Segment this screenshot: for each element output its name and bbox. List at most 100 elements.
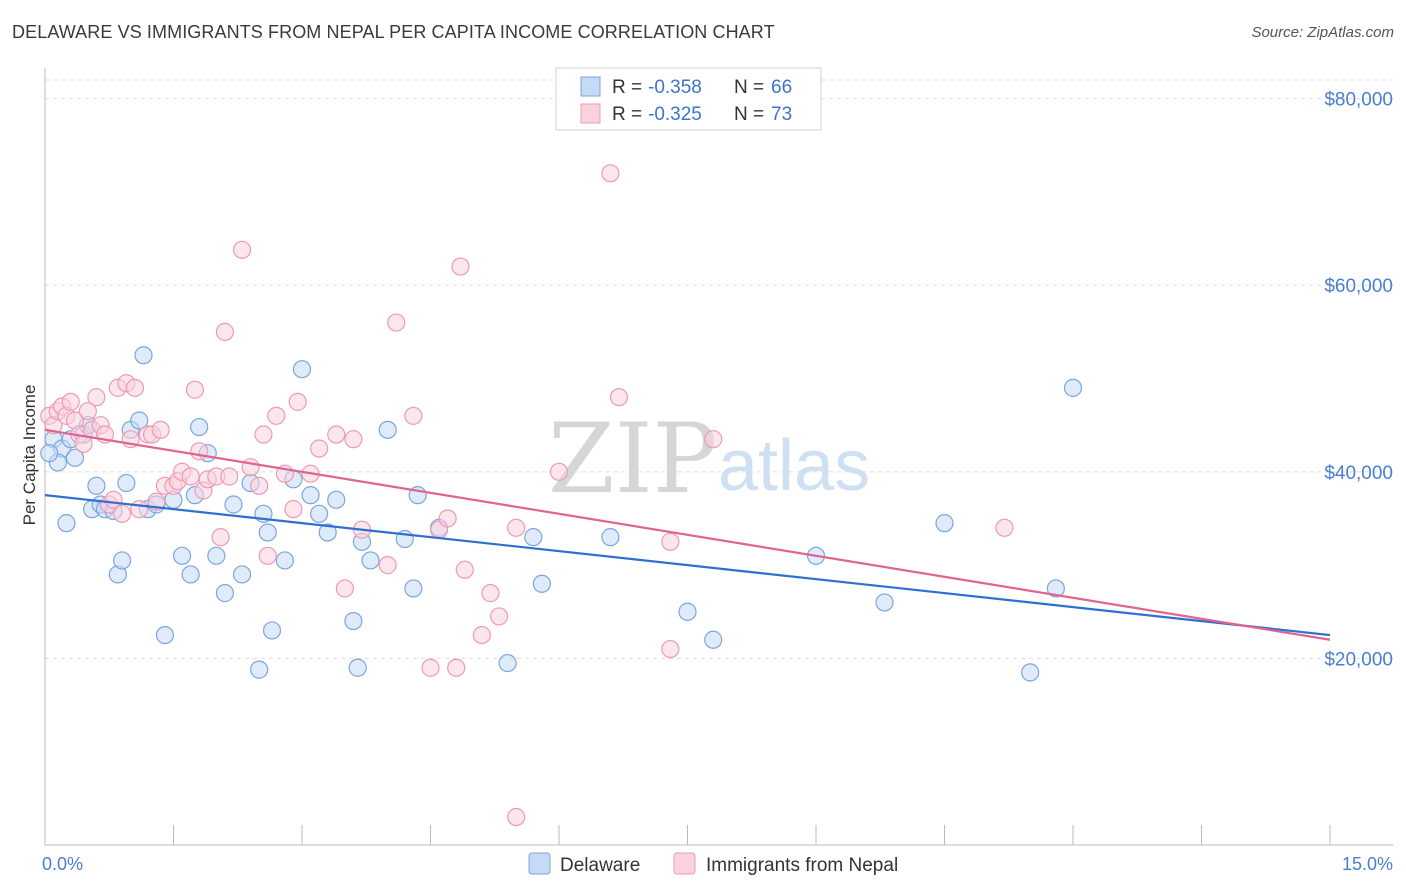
data-point (995, 518, 1014, 537)
data-point (288, 392, 307, 411)
data-point (472, 625, 491, 645)
data-point (181, 467, 200, 486)
data-point (378, 420, 397, 439)
data-point (704, 630, 723, 649)
data-point (185, 380, 205, 399)
data-point (378, 556, 397, 575)
y-tick-label: $20,000 (1324, 649, 1393, 670)
watermark-atlas: atlas (718, 426, 870, 506)
data-point (601, 528, 620, 547)
y-tick-label: $80,000 (1324, 90, 1393, 111)
data-point (250, 660, 269, 679)
data-point (481, 584, 500, 603)
data-point (447, 658, 466, 677)
legend-n-value-nepal: 73 (771, 104, 792, 125)
data-point (507, 518, 526, 537)
data-point (155, 625, 175, 645)
data-point (232, 240, 252, 259)
trend-lines (44, 428, 1331, 641)
data-point (348, 658, 367, 677)
data-point (661, 639, 680, 659)
data-point (40, 444, 59, 463)
data-point (489, 607, 509, 626)
data-point (125, 378, 145, 397)
data-point (451, 257, 470, 276)
series-legend: Delaware Immigrants from Nepal (528, 852, 898, 876)
data-point (318, 523, 337, 542)
data-point (181, 565, 200, 584)
data-point (224, 495, 243, 514)
data-point (130, 411, 149, 430)
trend-line-nepal (44, 428, 1331, 641)
data-point (524, 528, 543, 547)
y-tick-label: $40,000 (1324, 463, 1393, 484)
watermark-zip: ZIP (548, 403, 717, 515)
trend-line-delaware (44, 494, 1331, 637)
data-point (134, 346, 153, 365)
series-legend-swatch-delaware (528, 852, 551, 875)
data-point (301, 486, 320, 505)
data-point (250, 476, 269, 495)
x-tick-label-max: 15.0% (1342, 854, 1393, 874)
data-point (335, 579, 354, 598)
legend-r-label-nepal: R = (612, 104, 642, 125)
data-point (172, 546, 192, 565)
data-point (601, 164, 620, 183)
data-point (609, 388, 629, 407)
data-point (404, 406, 423, 425)
data-point (1021, 663, 1040, 682)
data-point (207, 546, 226, 565)
data-point (190, 442, 209, 461)
data-point (61, 392, 80, 411)
legend-r-value-delaware: -0.358 (648, 77, 702, 98)
data-point (327, 490, 346, 509)
data-point (455, 560, 474, 579)
data-point (130, 500, 149, 519)
series-legend-swatch-nepal (673, 852, 696, 875)
data-point (211, 528, 230, 547)
data-point (241, 458, 260, 477)
data-point (254, 425, 273, 444)
data-point (190, 417, 209, 437)
data-point (258, 546, 277, 565)
data-point (1063, 378, 1083, 397)
data-point (344, 611, 363, 631)
data-point (421, 658, 440, 677)
data-point (57, 514, 76, 533)
data-point (78, 402, 97, 421)
y-axis-title: Per Capita Income (20, 385, 39, 526)
series-legend-label-nepal: Immigrants from Nepal (706, 855, 898, 876)
series-points-nepal (40, 164, 1014, 827)
data-point (310, 439, 329, 458)
legend-swatch-nepal (580, 103, 601, 124)
y-tick-labels: $20,000 $40,000 $60,000 $80,000 (1324, 90, 1393, 671)
data-point (327, 425, 346, 444)
data-point (220, 467, 239, 486)
data-point (215, 322, 234, 341)
legend-swatch-delaware (580, 76, 601, 97)
data-point (532, 574, 551, 593)
correlation-legend: R = -0.358 N = 66 R = -0.325 N = 73 (555, 67, 822, 131)
data-point (262, 621, 282, 640)
data-point (507, 807, 526, 827)
legend-r-value-nepal: -0.325 (648, 104, 702, 125)
series-legend-label-delaware: Delaware (560, 855, 640, 876)
data-point (549, 462, 569, 481)
data-point (361, 551, 380, 570)
data-point (65, 448, 85, 467)
data-point (387, 313, 406, 332)
data-point (875, 593, 894, 612)
watermark: ZIP atlas (548, 403, 870, 515)
data-point (87, 388, 106, 407)
data-point (292, 360, 312, 379)
data-point (661, 532, 680, 551)
chart-title: DELAWARE VS IMMIGRANTS FROM NEPAL PER CA… (12, 22, 775, 42)
data-point (112, 504, 132, 523)
data-point (284, 500, 303, 519)
data-point (258, 523, 277, 542)
data-point (1046, 579, 1065, 598)
data-point (232, 565, 252, 584)
data-point (404, 579, 423, 598)
data-point (215, 584, 234, 603)
legend-r-label-delaware: R = (612, 77, 642, 98)
